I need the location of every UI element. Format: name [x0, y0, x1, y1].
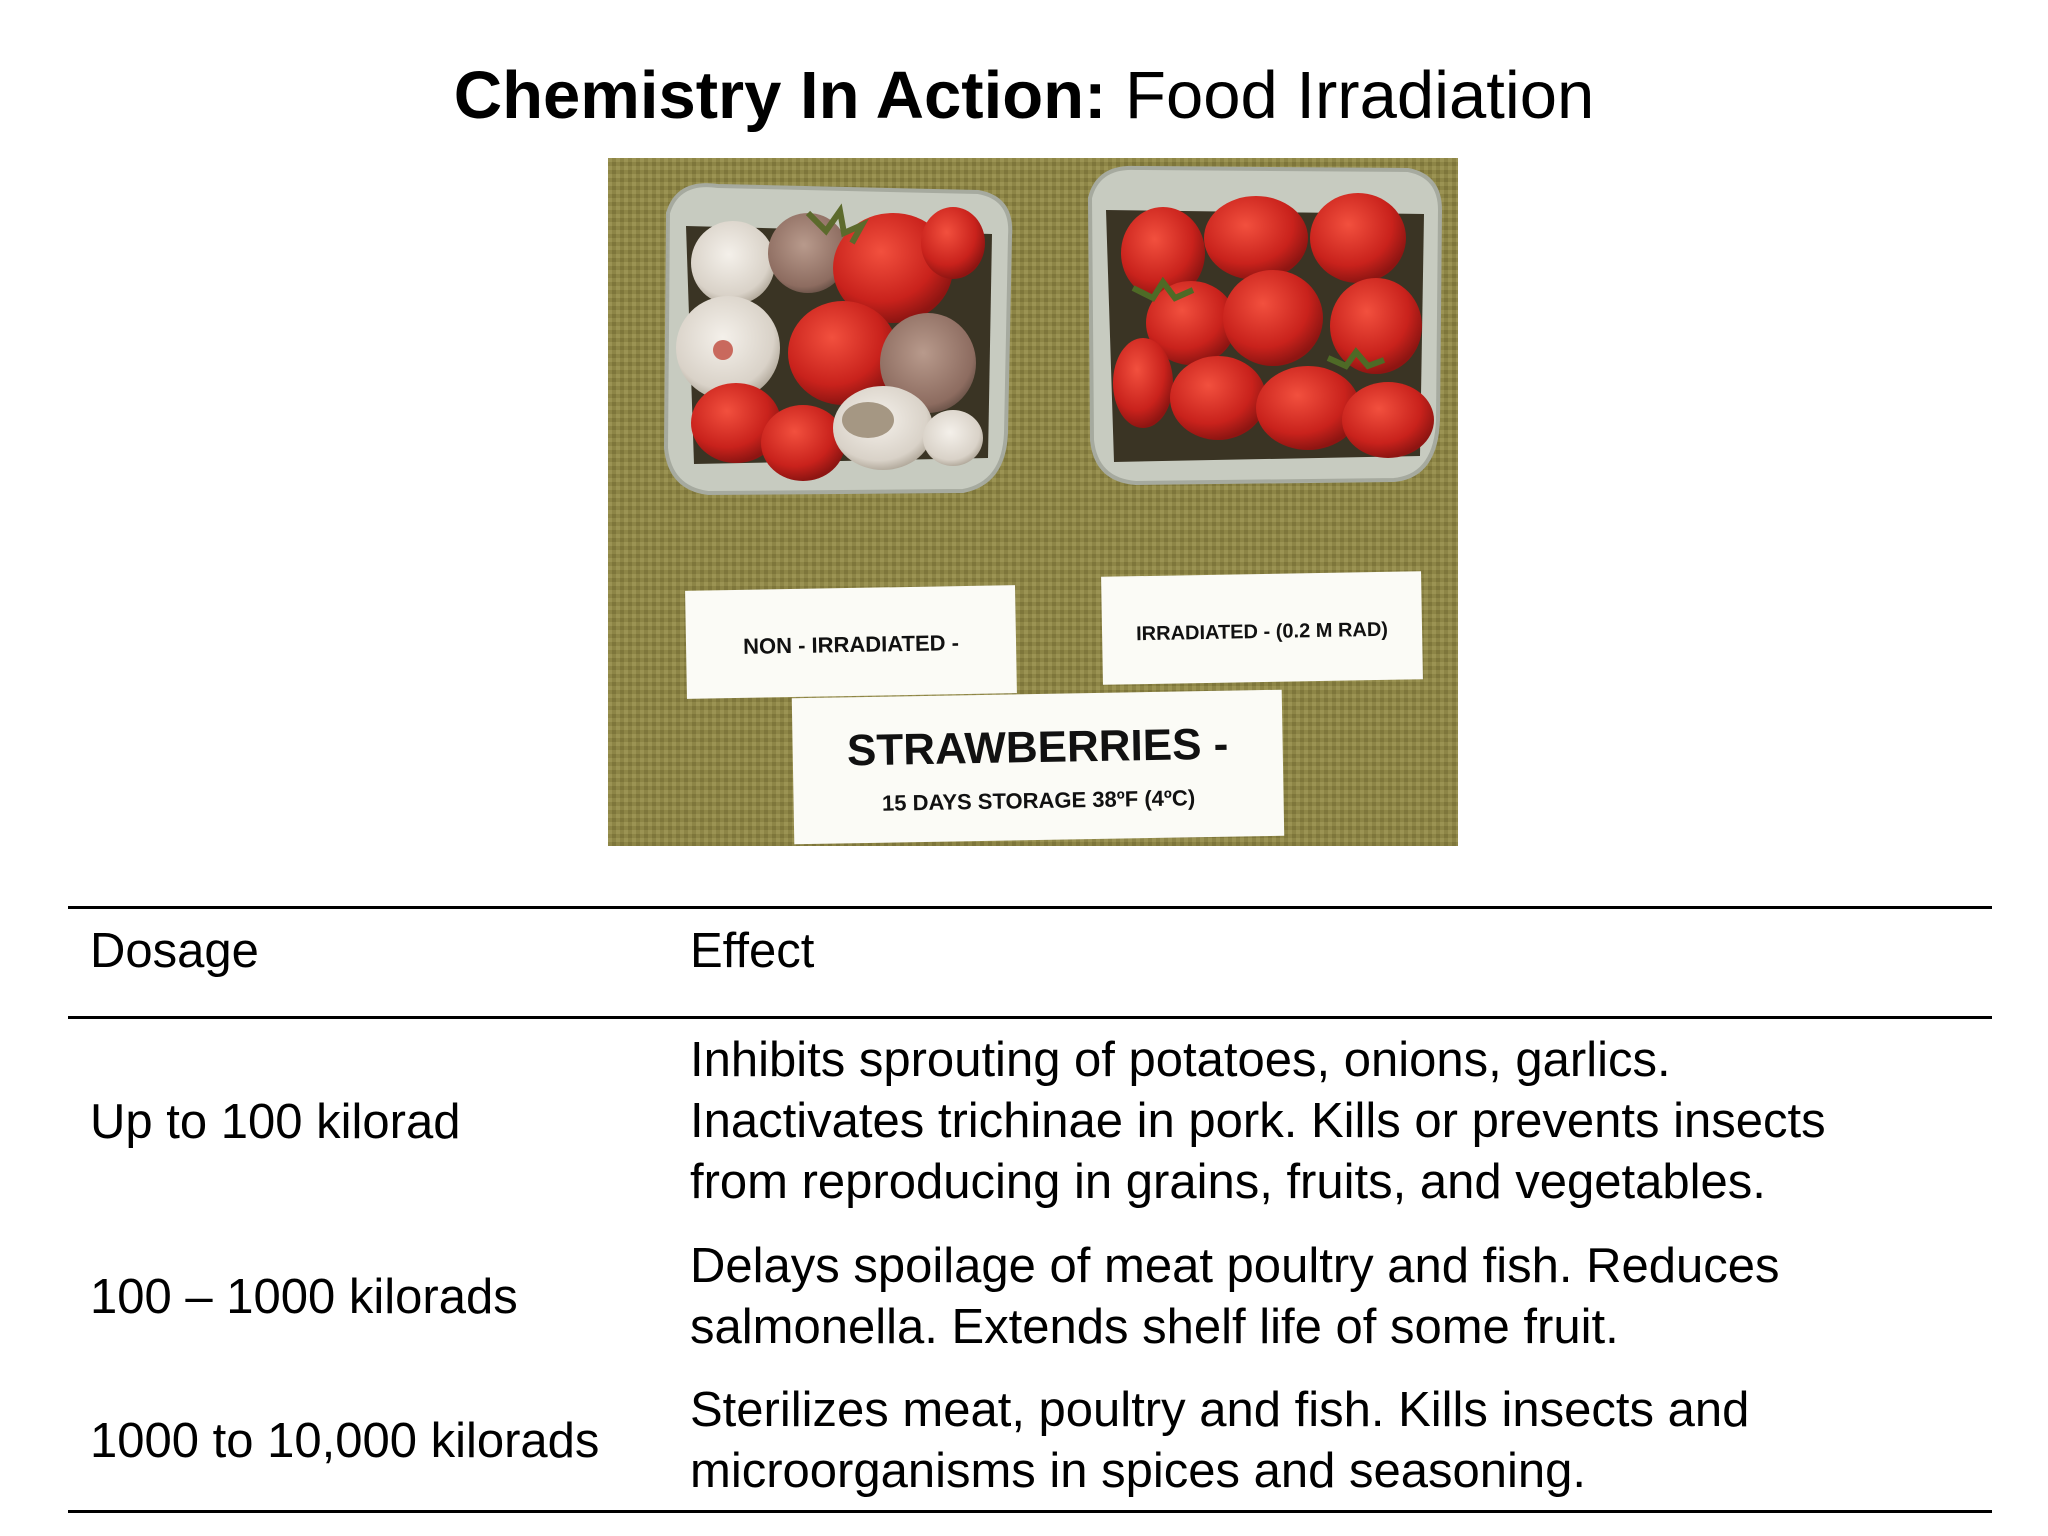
- dosage-row-3: 1000 to 10,000 kilorads: [90, 1414, 600, 1468]
- slide-title: Chemistry In Action: Food Irradiation: [0, 56, 2048, 136]
- title-bold: Chemistry In Action:: [453, 58, 1107, 133]
- title-regular: Food Irradiation: [1125, 58, 1595, 133]
- header-rule: [68, 1016, 1992, 1019]
- effect-row-3-line-2: microorganisms in spices and seasoning.: [690, 1444, 1587, 1498]
- label-storage: 15 DAYS STORAGE 38ºF (4ºC): [882, 785, 1196, 815]
- header-effect: Effect: [690, 924, 815, 978]
- table-top-rule: [68, 906, 1992, 909]
- strawberry-photo: NON - IRRADIATED - IRRADIATED - (0.2 M R…: [608, 158, 1458, 846]
- table-bottom-rule: [68, 1510, 1992, 1513]
- dosage-row-1: Up to 100 kilorad: [90, 1095, 461, 1149]
- label-strawberries: STRAWBERRIES -: [847, 720, 1229, 776]
- effect-row-1-line-3: from reproducing in grains, fruits, and …: [690, 1155, 1766, 1209]
- header-dosage: Dosage: [90, 924, 259, 978]
- effect-row-2-line-2: salmonella. Extends shelf life of some f…: [690, 1300, 1619, 1354]
- effect-row-2-line-1: Delays spoilage of meat poultry and fish…: [690, 1239, 1780, 1293]
- effect-row-1-line-1: Inhibits sprouting of potatoes, onions, …: [690, 1033, 1671, 1087]
- effect-row-3-line-1: Sterilizes meat, poultry and fish. Kills…: [690, 1383, 1750, 1437]
- effect-row-1-line-2: Inactivates trichinae in pork. Kills or …: [690, 1094, 1826, 1148]
- dosage-row-2: 100 – 1000 kilorads: [90, 1270, 518, 1324]
- label-non-irradiated: NON - IRRADIATED -: [743, 630, 959, 659]
- label-irradiated: IRRADIATED - (0.2 M RAD): [1136, 619, 1388, 645]
